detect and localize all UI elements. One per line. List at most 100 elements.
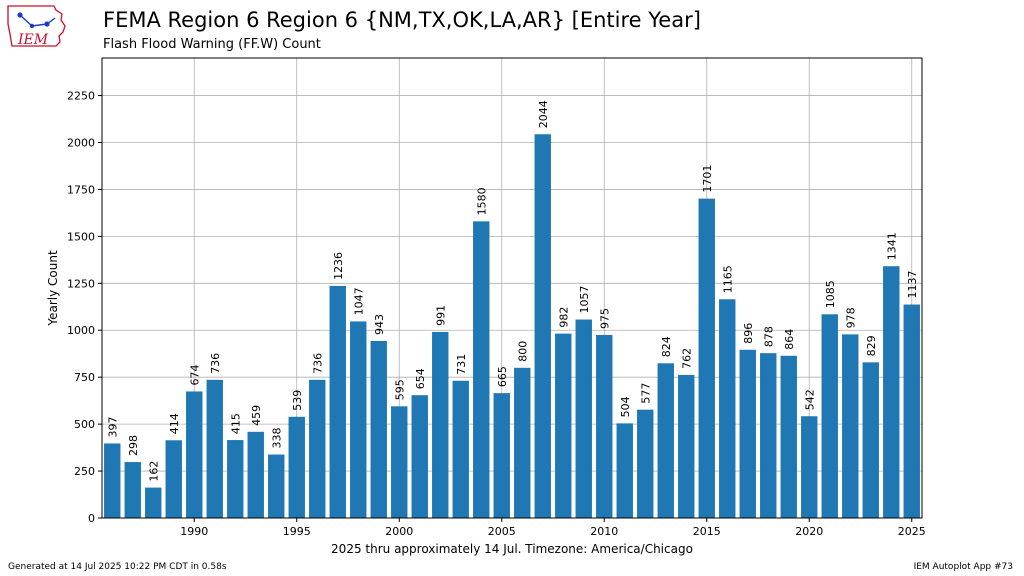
grid-lines xyxy=(102,58,922,519)
bar-value-label: 1165 xyxy=(721,265,734,293)
bar-value-label: 577 xyxy=(639,383,652,404)
bar xyxy=(493,393,510,518)
bar xyxy=(452,380,469,518)
bar-value-label: 415 xyxy=(229,413,242,434)
bar-value-label: 654 xyxy=(414,368,427,389)
bar xyxy=(555,333,572,518)
x-tick-label: 2000 xyxy=(385,525,413,538)
bar-value-label: 982 xyxy=(557,307,570,328)
x-tick-label: 1995 xyxy=(283,525,311,538)
bar-value-label: 1047 xyxy=(352,287,365,315)
bar-value-label: 943 xyxy=(373,314,386,335)
y-tick-label: 500 xyxy=(74,418,95,431)
bar-value-label: 800 xyxy=(516,341,529,362)
x-tick-label: 2015 xyxy=(693,525,721,538)
bar xyxy=(780,355,797,518)
bar xyxy=(309,379,326,518)
bar-value-label: 2044 xyxy=(537,100,550,128)
bar xyxy=(165,440,182,518)
bar-value-label: 864 xyxy=(783,329,796,350)
y-tick-label: 2250 xyxy=(67,90,95,103)
bar xyxy=(514,367,531,518)
x-tick-label: 2005 xyxy=(488,525,516,538)
bar xyxy=(534,134,551,518)
bar-value-label: 539 xyxy=(291,390,304,411)
bar-value-label: 878 xyxy=(762,326,775,347)
bar-value-label: 1057 xyxy=(578,286,591,314)
bar-value-label: 504 xyxy=(619,396,632,417)
bar xyxy=(657,363,674,518)
bar xyxy=(186,391,203,518)
bar xyxy=(821,314,838,518)
bar xyxy=(206,379,223,518)
bar xyxy=(227,440,244,518)
chart-title: FEMA Region 6 Region 6 {NM,TX,OK,LA,AR} … xyxy=(103,8,701,32)
bar xyxy=(350,321,367,518)
bar xyxy=(698,198,715,518)
bar xyxy=(247,431,264,518)
bar-value-label: 975 xyxy=(598,308,611,329)
app-label: IEM Autoplot App #73 xyxy=(913,562,1013,572)
bar-value-label: 896 xyxy=(742,323,755,344)
x-tick-label: 2010 xyxy=(590,525,618,538)
bar xyxy=(903,304,920,518)
x-tick-label: 2020 xyxy=(795,525,823,538)
bar-value-label: 1341 xyxy=(885,232,898,260)
bar-value-label: 459 xyxy=(250,405,263,426)
bar xyxy=(124,462,141,518)
bar-value-label: 298 xyxy=(127,435,140,456)
bar-value-label: 736 xyxy=(311,353,324,374)
bar-value-label: 731 xyxy=(455,354,468,375)
bar-value-label: 397 xyxy=(106,416,119,437)
bar xyxy=(616,423,633,518)
bar xyxy=(432,331,449,518)
bar xyxy=(473,221,490,519)
bar-value-label: 674 xyxy=(188,364,201,385)
bar-value-label: 991 xyxy=(434,305,447,326)
x-tick-label: 1990 xyxy=(180,525,208,538)
bar-value-label: 1085 xyxy=(824,280,837,308)
bar-value-label: 542 xyxy=(803,389,816,410)
bar xyxy=(883,266,900,518)
bar xyxy=(329,285,346,518)
bar-value-label: 829 xyxy=(865,335,878,356)
bar xyxy=(678,374,695,518)
bar-value-label: 978 xyxy=(844,307,857,328)
bar-value-label: 824 xyxy=(660,336,673,357)
y-tick-label: 1000 xyxy=(67,324,95,337)
bar xyxy=(862,362,879,518)
generated-timestamp: Generated at 14 Jul 2025 10:22 PM CDT in… xyxy=(8,562,227,572)
iem-logo: IEM xyxy=(7,5,66,48)
bar xyxy=(370,340,387,518)
logo-text: IEM xyxy=(17,32,49,48)
bar-value-labels: 397 298 162 414 674 736 415 459 338 539 736 1236 104… xyxy=(106,100,919,481)
bar xyxy=(268,454,285,518)
bar-value-label: 338 xyxy=(270,428,283,449)
x-axis-label: 2025 thru approximately 14 Jul. Timezone… xyxy=(331,542,693,556)
bar xyxy=(760,353,777,518)
plot-frame xyxy=(101,57,923,519)
bar xyxy=(391,406,408,518)
bar xyxy=(637,409,654,518)
bar-value-label: 162 xyxy=(147,461,160,482)
bar-value-label: 414 xyxy=(168,413,181,434)
y-tick-label: 2000 xyxy=(67,136,95,149)
y-tick-label: 1500 xyxy=(67,230,95,243)
y-tick-label: 750 xyxy=(74,371,95,384)
y-tick-label: 250 xyxy=(74,465,95,478)
bar-value-label: 595 xyxy=(393,379,406,400)
bar xyxy=(411,395,428,518)
bar xyxy=(719,299,736,518)
bar-value-label: 1580 xyxy=(475,187,488,215)
bar xyxy=(104,443,121,518)
y-tick-label: 0 xyxy=(88,512,95,525)
y-tick-label: 1250 xyxy=(67,277,95,290)
bar xyxy=(145,487,162,518)
bar-value-label: 665 xyxy=(496,366,509,387)
bar-value-label: 1137 xyxy=(906,271,919,299)
bar xyxy=(575,319,592,518)
bar xyxy=(288,416,305,518)
y-tick-label: 1750 xyxy=(67,183,95,196)
bar-value-label: 1236 xyxy=(332,252,345,280)
bar-value-label: 1701 xyxy=(701,165,714,193)
